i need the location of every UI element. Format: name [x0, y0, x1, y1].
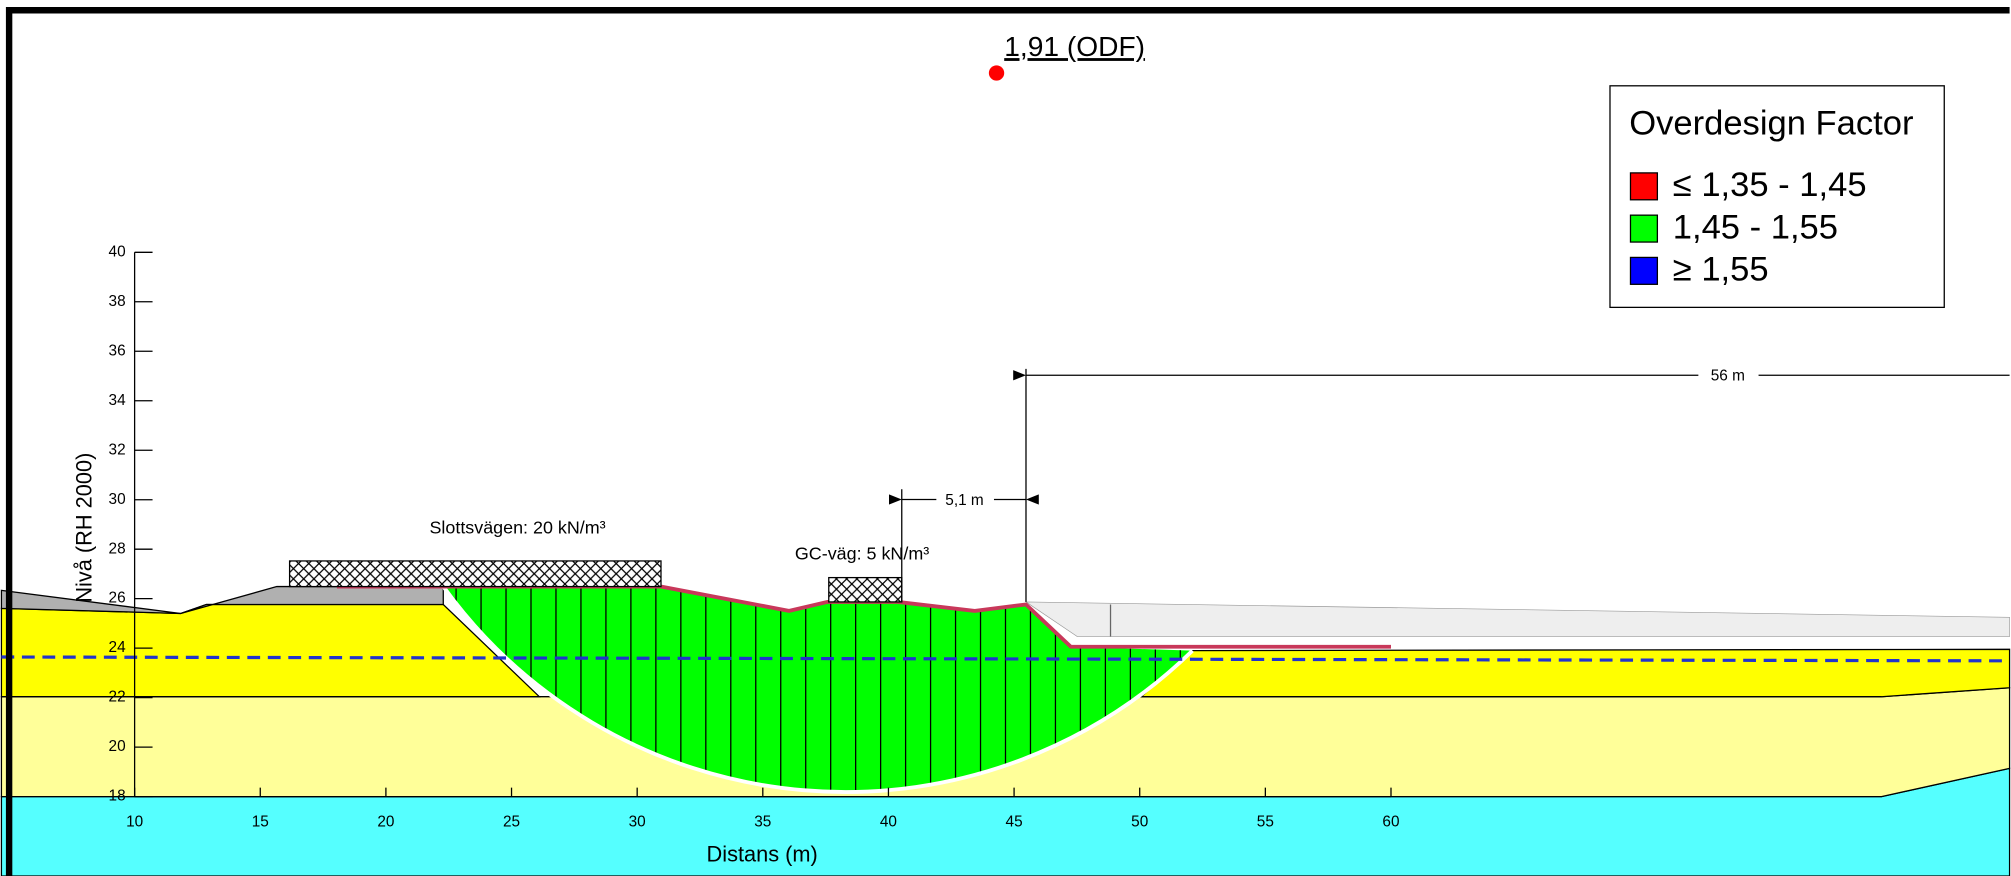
dimension-label: 56 m [1711, 368, 1745, 385]
legend-swatch [1629, 172, 1659, 201]
legend-label: ≤ 1,35 - 1,45 [1673, 166, 1867, 204]
x-tick-label: 20 [377, 813, 394, 830]
x-tick-label: 25 [503, 813, 520, 830]
x-tick-label: 60 [1382, 813, 1399, 830]
y-tick-label: 38 [109, 293, 126, 310]
y-tick-label: 22 [109, 689, 126, 706]
y-tick-label: 20 [109, 738, 126, 755]
dimension-label: 5,1 m [945, 492, 983, 509]
load-label: Slottsvägen: 20 kN/m³ [429, 518, 605, 538]
y-tick-label: 24 [109, 639, 127, 656]
water-table [1, 655, 2010, 663]
legend-label: ≥ 1,55 [1673, 251, 1769, 289]
x-tick-label: 50 [1131, 813, 1148, 830]
legend-swatch [1629, 214, 1659, 243]
x-tick-label: 35 [754, 813, 771, 830]
x-tick-label: 45 [1006, 813, 1023, 830]
load-road [288, 560, 662, 588]
x-tick-label: 10 [126, 813, 143, 830]
legend-box [1609, 85, 1945, 309]
embankment [0, 585, 444, 615]
y-tick-label: 28 [109, 540, 126, 557]
odf-label: 1,91 (ODF) [1004, 30, 1145, 62]
y-tick-label: 34 [109, 392, 127, 409]
legend-title: Overdesign Factor [1629, 105, 1913, 143]
load-label: GC-väg: 5 kN/m³ [795, 543, 929, 563]
legend-label: 1,45 - 1,55 [1673, 208, 1838, 246]
axes: 10 15 20 25 30 35 40 45 50 55 60 18 20 22 24 26 28 30 32 34… [109, 243, 1400, 830]
legend-swatch [1629, 256, 1659, 285]
slip-circle [441, 585, 1194, 794]
x-axis-label: Distans (m) [707, 841, 818, 866]
y-tick-label: 30 [109, 491, 126, 508]
y-tick-label: 40 [109, 243, 126, 260]
critical-center [988, 65, 1005, 81]
x-tick-label: 40 [880, 813, 897, 830]
frame [5, 7, 2010, 876]
y-tick-label: 18 [109, 788, 126, 805]
soil-fill-right [1139, 648, 2011, 698]
y-tick-label: 26 [109, 590, 126, 607]
x-tick-label: 30 [629, 813, 646, 830]
x-tick-label: 15 [252, 813, 269, 830]
y-axis-label: Nivå (RH 2000) [72, 453, 97, 603]
legend: ≤ 1,35 - 1,45 1,45 - 1,55 ≥ 1,55 [1629, 166, 1867, 289]
load-path [828, 576, 903, 603]
road-layer [1024, 601, 2010, 637]
y-tick-label: 36 [109, 342, 126, 359]
x-tick-label: 55 [1257, 813, 1274, 830]
y-tick-label: 32 [109, 441, 126, 458]
